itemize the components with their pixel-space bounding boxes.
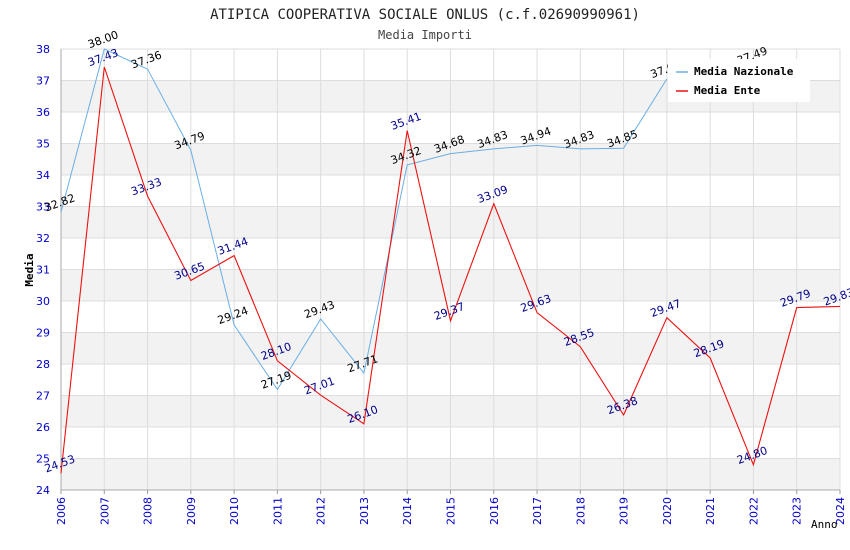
legend-label-media-nazionale: Media Nazionale [694,65,794,78]
x-tick-label: 2014 [401,497,414,525]
x-tick-label: 2010 [228,497,241,525]
x-tick-label: 2007 [98,497,111,525]
x-tick-label: 2012 [315,497,328,525]
data-label-media-ente: 33.33 [129,175,163,198]
x-tick-label: 2018 [574,497,587,525]
data-label-media-ente: 35.41 [389,110,423,133]
y-tick-label: 29 [36,327,50,340]
y-tick-label: 36 [36,106,50,119]
y-tick-label: 31 [36,264,50,277]
y-tick-label: 34 [36,169,50,182]
x-tick-label: 2016 [488,497,501,525]
y-tick-label: 28 [36,358,50,371]
x-tick-label: 2022 [747,497,760,525]
x-tick-label: 2009 [185,497,198,525]
x-axis-label: Anno [811,518,838,531]
y-tick-label: 35 [36,138,50,151]
x-tick-label: 2019 [618,497,631,525]
chart-title: ATIPICA COOPERATIVA SOCIALE ONLUS (c.f.0… [210,7,640,23]
x-tick-label: 2011 [271,497,284,525]
legend-label-media-ente: Media Ente [694,84,761,97]
data-label-media-nazionale: 37.36 [129,48,163,71]
chart-subtitle: Media Importi [378,28,472,42]
y-tick-label: 37 [36,75,50,88]
y-tick-label: 33 [36,201,50,214]
data-label-media-ente: 29.37 [432,300,466,323]
y-tick-label: 32 [36,232,50,245]
y-tick-label: 24 [36,484,50,497]
y-tick-label: 30 [36,295,50,308]
y-tick-label: 26 [36,421,50,434]
y-axis-label: Media [23,253,36,286]
x-tick-label: 2015 [445,497,458,525]
x-tick-label: 2017 [531,497,544,525]
x-tick-label: 2021 [704,497,717,525]
x-tick-label: 2008 [142,497,155,525]
y-tick-label: 38 [36,43,50,56]
series-line-media-ente [60,66,841,474]
axes: 24 25 26 27 28 29 30 31 32 33 34 35 36 37 38 2006 2007 20… [36,43,847,525]
x-tick-label: 2023 [791,497,804,525]
y-tick-label: 25 [36,453,50,466]
x-tick-label: 2024 [834,497,847,525]
series-lines [60,49,841,474]
y-tick-label: 27 [36,390,50,403]
x-tick-label: 2013 [358,497,371,525]
data-label-media-nazionale: 29.43 [302,298,336,321]
legend: Media Nazionale Media Ente [668,59,810,102]
x-tick-label: 2006 [55,497,68,525]
legend-box [668,59,810,102]
data-label-media-nazionale: 29.24 [216,304,250,327]
x-tick-label: 2020 [661,497,674,525]
data-label-media-ente: 33.09 [476,183,510,206]
